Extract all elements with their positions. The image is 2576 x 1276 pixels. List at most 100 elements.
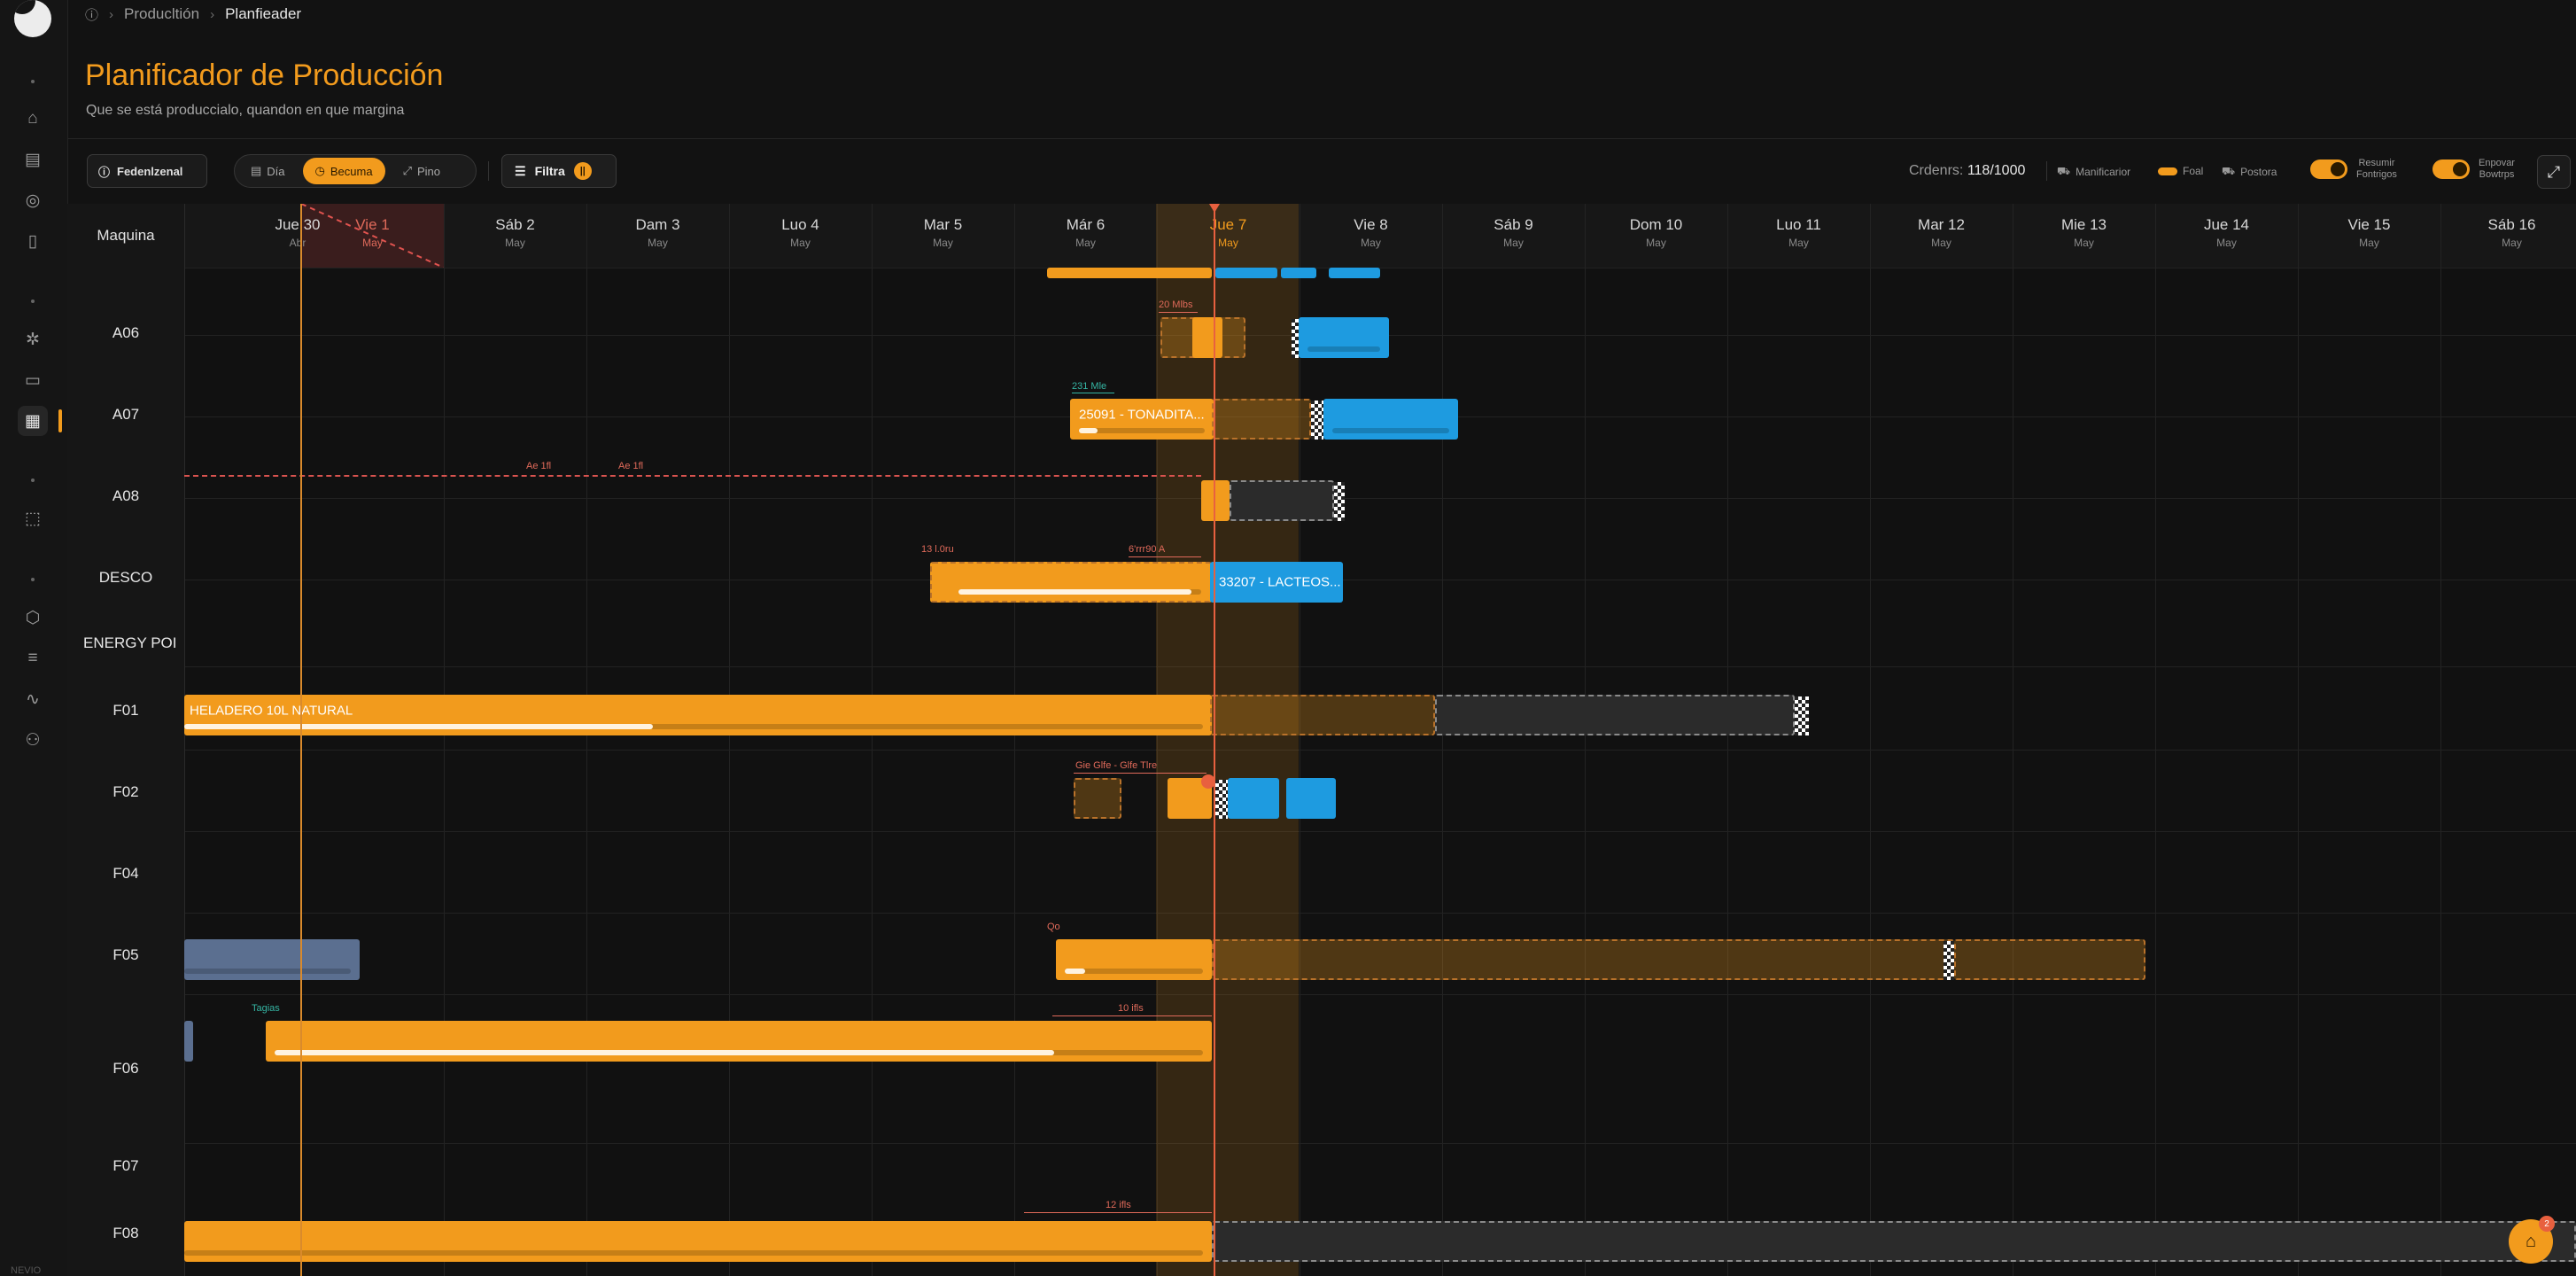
machine-label[interactable]: A08 — [112, 487, 140, 504]
toggle-enpovar[interactable]: Enpovar Bowtrps — [2432, 158, 2515, 181]
bar-label: HELADERO 10L NATURAL — [190, 703, 353, 719]
fed-button[interactable]: ⓘ Fedenlzenal — [87, 154, 207, 188]
view-pin-button[interactable]: ⤢ Pino — [391, 158, 453, 184]
page-title: Planificador de Producción — [85, 58, 444, 92]
planned-bar[interactable] — [1435, 695, 1795, 735]
toggle-resumir[interactable]: Resumir Fontrigos — [2310, 158, 2397, 181]
planned-bar[interactable] — [1074, 778, 1121, 819]
orders-label: Crdenrs: — [1909, 163, 1964, 178]
day-header: Jue 14 May — [2203, 216, 2250, 249]
header-divider — [67, 138, 2576, 139]
production-bar[interactable] — [1192, 317, 1222, 358]
settings-icon[interactable]: ✲ — [26, 330, 40, 349]
globe-icon[interactable]: ◎ — [25, 191, 41, 210]
production-bar[interactable] — [184, 939, 360, 980]
production-bar[interactable] — [1047, 268, 1212, 278]
legend-manifest[interactable]: ⛟ Manificarior — [2057, 165, 2130, 179]
day-header: Mar 5 May — [923, 216, 963, 249]
view-day-button[interactable]: ▤ Día — [238, 158, 298, 184]
legend-swatch — [2158, 167, 2177, 175]
floating-action-button[interactable]: ⌂ 2 — [2509, 1216, 2555, 1264]
production-bar[interactable] — [184, 1021, 193, 1062]
machine-header: Maquina — [97, 227, 155, 244]
gap-annotation: 12 ifls — [1106, 1200, 1131, 1210]
gap-arrow — [1052, 1015, 1212, 1016]
activity-icon[interactable]: ∿ — [26, 689, 40, 709]
production-bar[interactable]: HELADERO 10L NATURAL — [184, 695, 1212, 735]
finish-flag — [1292, 319, 1299, 358]
planned-bar[interactable] — [1212, 1221, 2576, 1262]
box-icon[interactable]: ⬚ — [25, 509, 41, 528]
legend-final[interactable]: Foal — [2158, 165, 2203, 177]
production-bar[interactable] — [1228, 778, 1279, 819]
production-bar[interactable] — [1281, 268, 1316, 278]
day-header: Mie 13 May — [2060, 216, 2107, 249]
expand-icon[interactable]: ⤢ — [2537, 155, 2571, 189]
day-header: Luo 4 May — [781, 216, 819, 249]
filter-button[interactable]: ☰ Filtra || — [501, 154, 617, 188]
dependency-annotation: Ae 1fl — [526, 461, 552, 471]
day-header: Vie 8 May — [1354, 216, 1388, 249]
sliders-icon[interactable]: ≡ — [27, 649, 38, 667]
machine-label[interactable]: F05 — [113, 946, 139, 963]
machine-label[interactable]: F06 — [113, 1060, 139, 1077]
machine-label[interactable]: A07 — [112, 406, 140, 423]
filter-icon: ☰ — [515, 163, 526, 178]
legend-label: Manificarior — [2076, 166, 2131, 178]
day-header: Sáb 9 May — [1494, 216, 1533, 249]
legend-postora[interactable]: ⛟ Postora — [2222, 165, 2277, 179]
production-bar[interactable] — [184, 1221, 1212, 1262]
calendar-icon[interactable]: ▦ — [18, 406, 62, 436]
gantt-chart: Maquina A06 A07 A08 DESCO ENERGY POI F01… — [67, 204, 2576, 1276]
planned-bar[interactable] — [1954, 939, 2145, 980]
production-bar[interactable] — [1056, 939, 1212, 980]
machine-label[interactable]: ENERGY POI — [83, 634, 177, 651]
alert-icon[interactable] — [1201, 774, 1215, 789]
breadcrumb-item[interactable]: Producltión — [124, 5, 200, 22]
legend-label: Foal — [2183, 165, 2204, 177]
production-bar[interactable] — [1299, 317, 1389, 358]
cube-icon[interactable]: ⬡ — [25, 608, 41, 627]
clipboard-icon[interactable]: ▭ — [25, 370, 41, 390]
planned-bar[interactable] — [1230, 480, 1334, 521]
production-bar[interactable] — [1323, 399, 1458, 440]
toggle-switch[interactable] — [2432, 160, 2470, 179]
day-header: Dom 10 May — [1629, 216, 1683, 249]
truck-icon: ⛟ — [2057, 165, 2071, 177]
production-bar[interactable]: 25091 - TONADITA... — [1070, 399, 1214, 440]
production-bar[interactable] — [1215, 268, 1277, 278]
inbox-icon[interactable]: ▤ — [25, 150, 41, 169]
production-bar[interactable]: 33207 - LACTEOS... — [1210, 562, 1343, 603]
production-bar[interactable] — [930, 562, 1212, 603]
planned-bar[interactable] — [1212, 939, 1954, 980]
machine-label[interactable]: A06 — [112, 324, 140, 341]
machine-label[interactable]: F02 — [113, 783, 139, 800]
truck-icon: ⛟ — [2222, 165, 2236, 177]
info-icon[interactable]: ⓘ — [85, 7, 99, 23]
production-bar[interactable] — [266, 1021, 1212, 1062]
app-logo[interactable] — [14, 0, 51, 37]
toggle-switch[interactable] — [2310, 160, 2347, 179]
users-icon[interactable]: ⚇ — [25, 730, 41, 750]
machine-label[interactable]: DESCO — [98, 569, 153, 586]
production-bar[interactable] — [1201, 480, 1230, 521]
machine-label[interactable]: F04 — [113, 865, 139, 882]
view-pin-label: Pino — [416, 164, 441, 178]
machine-column — [67, 204, 185, 1276]
document-icon[interactable]: ▯ — [27, 231, 38, 251]
production-bar[interactable] — [1329, 268, 1380, 278]
machine-label[interactable]: F07 — [113, 1157, 139, 1174]
today-highlight — [1156, 204, 1299, 1276]
filter-count-badge: || — [573, 162, 592, 180]
dependency-line — [184, 475, 1201, 477]
planned-bar[interactable] — [1210, 695, 1435, 735]
planned-bar[interactable] — [1212, 399, 1311, 440]
view-week-button[interactable]: ◷ Becuma — [302, 158, 385, 184]
home-icon[interactable]: ⌂ — [27, 109, 38, 128]
machine-label[interactable]: F08 — [113, 1225, 139, 1241]
dependency-annotation: Ae 1fl — [618, 461, 644, 471]
orders-counter: Crdenrs: 118/1000 — [1909, 163, 2025, 179]
finish-flag — [1311, 401, 1323, 440]
production-bar[interactable] — [1286, 778, 1336, 819]
machine-label[interactable]: F01 — [113, 702, 139, 719]
